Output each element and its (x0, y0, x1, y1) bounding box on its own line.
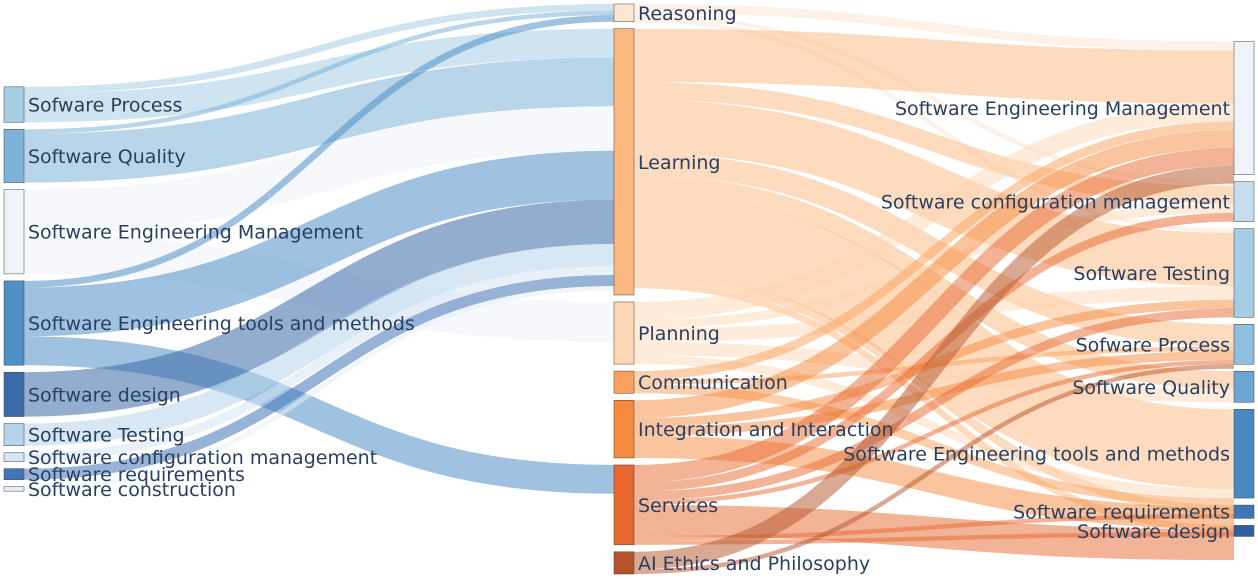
label-R_req: Software requirements (1013, 502, 1230, 524)
link-M_ethics-to-R_sem[interactable] (633, 165, 1235, 570)
link-M_learn-to-R_testing[interactable] (633, 99, 1235, 287)
link-L_tools-to-M_serv[interactable] (23, 336, 615, 494)
links-layer (23, 3, 1235, 574)
link-M_learn-to-R_sem[interactable] (633, 28, 1235, 104)
link-M_ethics-to-R_process[interactable] (633, 364, 1235, 574)
node-M_plan[interactable] (613, 301, 635, 365)
node-L_req[interactable] (3, 468, 25, 480)
label-M_ethics: AI Ethics and Philosophy (638, 553, 870, 575)
labels-layer: Sofware Process Software Quality Software … (28, 3, 1230, 575)
link-L_process-to-M_learn[interactable] (23, 28, 615, 123)
node-R_quality[interactable] (1233, 371, 1255, 403)
node-L_design[interactable] (3, 371, 25, 417)
link-L_quality-to-M_reason[interactable] (23, 10, 615, 134)
node-M_reason[interactable] (613, 3, 635, 22)
label-R_process: Sofware Process (1076, 334, 1230, 356)
node-L_config[interactable] (3, 452, 25, 462)
link-M_learn-to-R_tools[interactable] (633, 192, 1235, 490)
node-R_config[interactable] (1233, 181, 1255, 222)
label-R_quality: Software Quality (1072, 377, 1230, 399)
link-L_tools-to-M_learn[interactable] (23, 150, 615, 337)
label-R_config: Software configuration management (881, 192, 1230, 214)
node-R_testing[interactable] (1233, 228, 1255, 318)
node-R_req[interactable] (1233, 504, 1255, 519)
link-M_plan-to-R_tools[interactable] (633, 355, 1235, 499)
link-M_serv-to-R_tools[interactable] (633, 504, 1235, 561)
label-R_tools: Software Engineering tools and methods (843, 444, 1230, 466)
node-M_integ[interactable] (613, 400, 635, 459)
label-L_process: Sofware Process (28, 95, 182, 117)
node-R_sem[interactable] (1233, 41, 1255, 175)
node-M_serv[interactable] (613, 464, 635, 546)
label-M_comm: Communication (638, 372, 788, 394)
link-M_plan-to-R_sem[interactable] (633, 103, 1235, 320)
link-M_serv-to-R_config[interactable] (633, 212, 1235, 492)
link-M_comm-to-R_sem[interactable] (633, 121, 1235, 380)
label-L_design: Software design (28, 384, 181, 406)
label-R_design: Software design (1077, 521, 1230, 543)
link-L_quality-to-M_learn[interactable] (23, 57, 615, 183)
link-L_constr-to-M_learn[interactable] (23, 286, 615, 492)
link-L_req-to-M_learn[interactable] (23, 274, 615, 480)
label-R_sem: Software Engineering Management (895, 98, 1230, 120)
node-L_testing[interactable] (3, 423, 25, 446)
node-L_quality[interactable] (3, 129, 25, 183)
link-M_serv-to-R_sem[interactable] (633, 148, 1235, 483)
node-R_tools[interactable] (1233, 409, 1255, 499)
node-R_design[interactable] (1233, 525, 1255, 537)
label-L_req: Software requirements (28, 464, 245, 486)
label-M_serv: Services (638, 495, 718, 517)
label-L_testing: Software Testing (28, 425, 185, 447)
link-L_config-to-M_learn[interactable] (23, 266, 615, 462)
link-M_integ-to-R_process[interactable] (633, 350, 1235, 436)
node-M_comm[interactable] (613, 370, 635, 394)
link-M_reason-to-R_sem[interactable] (633, 3, 1235, 51)
nodes-layer (3, 3, 1255, 575)
node-M_learn[interactable] (613, 28, 635, 296)
label-M_integ: Integration and Interaction (638, 419, 894, 441)
label-R_testing: Software Testing (1073, 263, 1230, 285)
link-L_process-to-M_reason[interactable] (23, 4, 615, 94)
label-L_config: Software configuration management (28, 447, 377, 469)
node-L_tools[interactable] (3, 280, 25, 366)
label-L_constr: Software construction (28, 479, 236, 501)
label-L_tools: Software Engineering tools and methods (28, 313, 415, 335)
link-M_integ-to-R_sem[interactable] (633, 130, 1235, 419)
link-L_tools-to-M_reason[interactable] (23, 15, 615, 288)
label-M_learn: Learning (638, 152, 721, 174)
label-L_quality: Software Quality (28, 146, 186, 168)
node-R_process[interactable] (1233, 324, 1255, 365)
link-M_serv-to-R_testing[interactable] (633, 308, 1235, 501)
node-L_constr[interactable] (3, 486, 25, 492)
label-L_sem: Software Engineering Management (28, 222, 363, 244)
node-L_process[interactable] (3, 86, 25, 123)
label-M_reason: Reasoning (638, 3, 737, 25)
link-L_design-to-M_learn[interactable] (23, 199, 615, 417)
node-M_ethics[interactable] (613, 551, 635, 575)
node-L_sem[interactable] (3, 189, 25, 275)
label-M_plan: Planning (638, 323, 720, 345)
link-L_testing-to-M_learn[interactable] (23, 243, 615, 446)
link-M_serv-to-R_process[interactable] (633, 359, 1235, 505)
link-L_sem-to-M_learn[interactable] (23, 106, 615, 234)
